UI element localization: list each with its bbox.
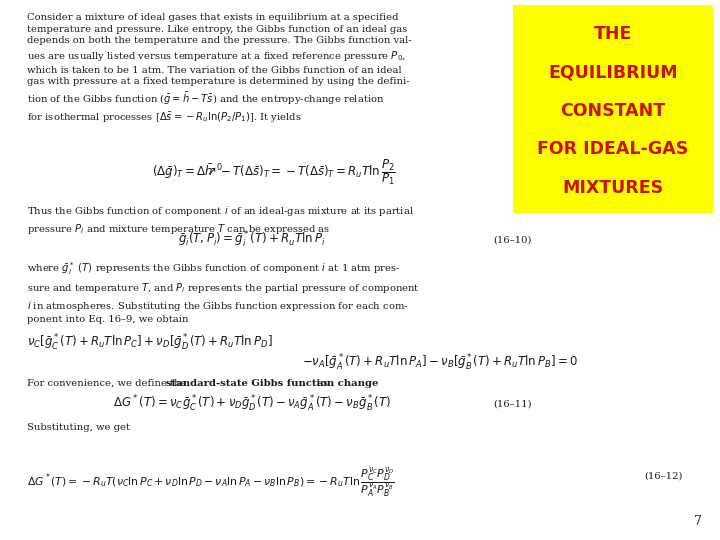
Text: where $\bar{g}_i^*$ $(T)$ represents the Gibbs function of component $i$ at 1 at: where $\bar{g}_i^*$ $(T)$ represents the… (27, 260, 420, 325)
Text: (16–10): (16–10) (493, 235, 531, 244)
Text: EQUILIBRIUM: EQUILIBRIUM (548, 64, 678, 82)
Text: 7: 7 (694, 515, 702, 528)
Text: MIXTURES: MIXTURES (562, 179, 663, 197)
Text: Consider a mixture of ideal gases that exists in equilibrium at a specified
temp: Consider a mixture of ideal gases that e… (27, 13, 412, 125)
Text: FOR IDEAL-GAS: FOR IDEAL-GAS (537, 140, 688, 158)
Text: $\Delta G^*(T) = \nu_C\bar{g}_C^*(T) + \nu_D\bar{g}_D^*(T) - \nu_A\bar{g}_A^*(T): $\Delta G^*(T) = \nu_C\bar{g}_C^*(T) + \… (113, 394, 391, 414)
Text: Thus the Gibbs function of component $i$ of an ideal-gas mixture at its partial
: Thus the Gibbs function of component $i$… (27, 204, 414, 236)
Text: as: as (314, 379, 328, 388)
Text: THE: THE (593, 25, 632, 43)
Text: (16–11): (16–11) (493, 400, 532, 408)
Text: Substituting, we get: Substituting, we get (27, 423, 130, 433)
Text: $(\Delta\bar{g})_T = \Delta\bar{h}\!\!\!\!\nearrow^{\!\!0}\!\!- T(\Delta\bar{s}): $(\Delta\bar{g})_T = \Delta\bar{h}\!\!\!… (152, 157, 395, 187)
Text: $\Delta G^*(T) = -R_uT(\nu_C\ln P_C + \nu_D\ln P_D - \nu_A\ln P_A - \nu_B\ln P_B: $\Delta G^*(T) = -R_uT(\nu_C\ln P_C + \n… (27, 465, 395, 500)
FancyBboxPatch shape (513, 5, 713, 213)
Text: $-\nu_A[\bar{g}_A^*(T) + R_uT\ln P_A] - \nu_B[\bar{g}_B^*(T) + R_uT\ln P_B] = 0$: $-\nu_A[\bar{g}_A^*(T) + R_uT\ln P_A] - … (302, 353, 578, 373)
Text: (16–12): (16–12) (644, 472, 683, 481)
Text: For convenience, we define the: For convenience, we define the (27, 379, 190, 388)
Text: CONSTANT: CONSTANT (560, 102, 665, 120)
Text: $\nu_C[\bar{g}_C^*(T) + R_uT\ln P_C] + \nu_D[\bar{g}_D^*(T) + R_uT\ln P_D]$: $\nu_C[\bar{g}_C^*(T) + R_uT\ln P_C] + \… (27, 333, 273, 353)
Text: $\bar{g}_i(T, P_i) = \bar{g}_i^*(T) + R_uT\ln P_i$: $\bar{g}_i(T, P_i) = \bar{g}_i^*(T) + R_… (178, 230, 326, 250)
Text: standard-state Gibbs function change: standard-state Gibbs function change (166, 379, 379, 388)
